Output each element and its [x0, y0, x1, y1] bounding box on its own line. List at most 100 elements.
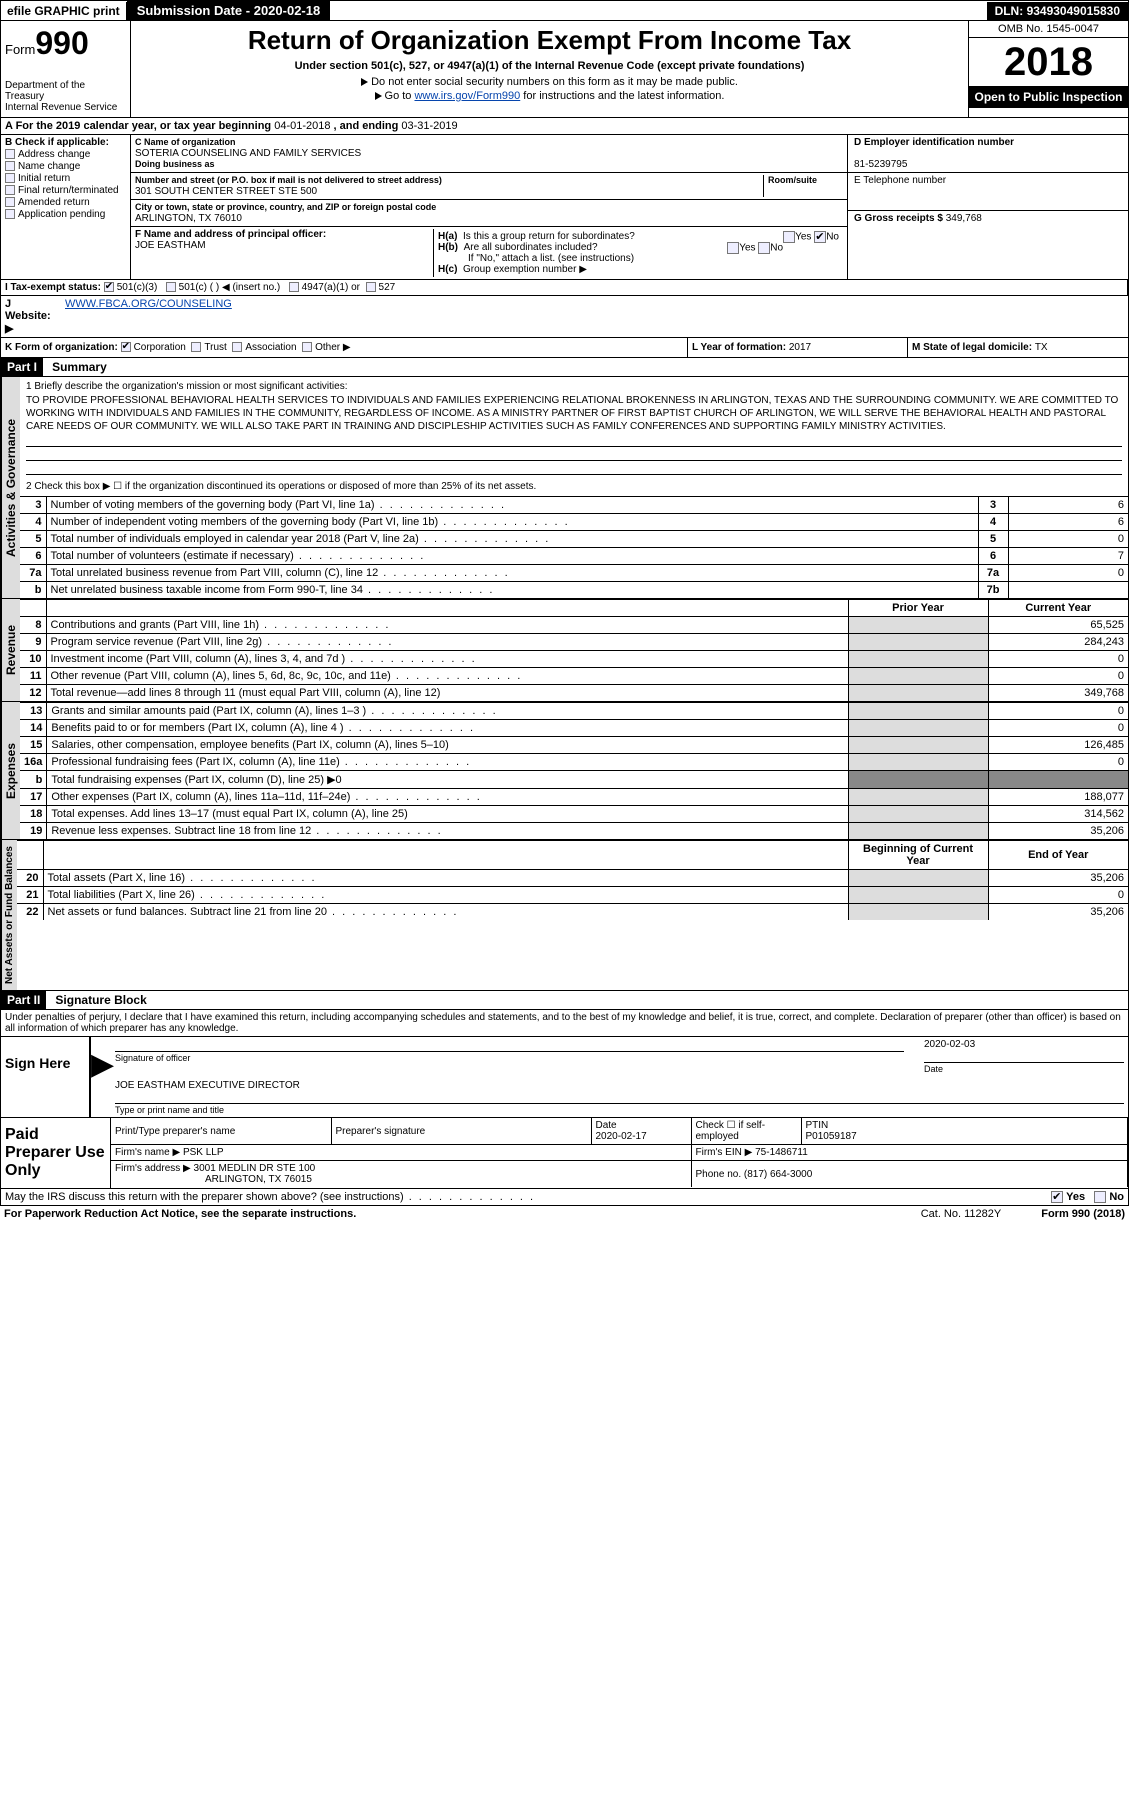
paid-preparer-block: Paid Preparer Use Only Print/Type prepar…	[0, 1118, 1129, 1189]
form-number: Form990	[5, 25, 126, 62]
part-i-title: Summary	[46, 358, 113, 376]
pra-notice: For Paperwork Reduction Act Notice, see …	[4, 1208, 356, 1220]
part-ii-badge: Part II	[1, 991, 46, 1009]
underline	[26, 449, 1122, 461]
submission-date: Submission Date - 2020-02-18	[127, 1, 331, 20]
city-state-zip: ARLINGTON, TX 76010	[135, 213, 242, 224]
section-expenses: Expenses 13Grants and similar amounts pa…	[0, 702, 1129, 840]
website-link[interactable]: WWW.FBCA.ORG/COUNSELING	[65, 298, 232, 310]
discuss-yes-checkbox[interactable]	[1051, 1191, 1063, 1203]
tab-expenses: Expenses	[1, 702, 20, 839]
chk-amended[interactable]: Amended return	[5, 197, 126, 208]
omb-number: OMB No. 1545-0047	[969, 21, 1128, 38]
governance-body: 1 Briefly describe the organization's mi…	[20, 377, 1128, 598]
form-header: Form990 Department of the Treasury Inter…	[0, 21, 1129, 118]
tab-governance: Activities & Governance	[1, 377, 20, 598]
chk-association[interactable]	[232, 342, 242, 352]
officer-cell: F Name and address of principal officer:…	[131, 227, 847, 279]
form-note1: Do not enter social security numbers on …	[139, 76, 960, 88]
form-footer: Form 990 (2018)	[1041, 1208, 1125, 1220]
chk-501c[interactable]	[166, 282, 176, 292]
firm-phone: (817) 664-3000	[744, 1169, 812, 1180]
sig-date: 2020-02-03	[924, 1039, 975, 1050]
discuss-yesno: Yes No	[1051, 1191, 1124, 1203]
paid-preparer-body: Print/Type preparer's name Preparer's si…	[111, 1118, 1128, 1188]
form-note2: Go to www.irs.gov/Form990 for instructio…	[139, 90, 960, 102]
table-row: 7aTotal unrelated business revenue from …	[20, 565, 1128, 582]
chk-other[interactable]	[302, 342, 312, 352]
chk-corporation[interactable]	[121, 342, 131, 352]
part-ii-title: Signature Block	[49, 991, 152, 1009]
table-row: 12Total revenue—add lines 8 through 11 (…	[20, 685, 1128, 702]
ptin: P01059187	[806, 1131, 857, 1142]
chk-501c3[interactable]	[104, 282, 114, 292]
arrow-icon	[361, 78, 368, 86]
website-label: J Website: ▶	[1, 296, 61, 337]
ein-cell: D Employer identification number 81-5239…	[848, 135, 1128, 173]
table-row: 22Net assets or fund balances. Subtract …	[17, 904, 1128, 921]
table-row: 15Salaries, other compensation, employee…	[20, 737, 1128, 754]
officer-sig-line: Signature of officer	[115, 1051, 904, 1063]
table-row: 9Program service revenue (Part VIII, lin…	[20, 634, 1128, 651]
table-row: 20Total assets (Part X, line 16)35,206	[17, 870, 1128, 887]
perjury-statement: Under penalties of perjury, I declare th…	[0, 1010, 1129, 1037]
firm-city: ARLINGTON, TX 76015	[115, 1174, 312, 1185]
part-ii-header: Part II Signature Block	[0, 991, 1129, 1010]
table-row: 13Grants and similar amounts paid (Part …	[20, 703, 1128, 720]
net-assets-table: Beginning of Current YearEnd of Year 20T…	[17, 840, 1128, 920]
top-bar: efile GRAPHIC print Submission Date - 20…	[0, 0, 1129, 21]
city-cell: City or town, state or province, country…	[131, 200, 847, 227]
table-row: bNet unrelated business taxable income f…	[20, 582, 1128, 599]
irs-link[interactable]: www.irs.gov/Form990	[414, 90, 520, 102]
checkbox-icon	[5, 197, 15, 207]
hb-yes-checkbox[interactable]	[727, 242, 739, 254]
row-klm: K Form of organization: Corporation Trus…	[0, 338, 1129, 358]
form-subtitle: Under section 501(c), 527, or 4947(a)(1)…	[139, 60, 960, 72]
signature-block: Sign Here ▶ Signature of officer 2020-02…	[0, 1037, 1129, 1118]
table-row: 21Total liabilities (Part X, line 26)0	[17, 887, 1128, 904]
sign-arrow-icon: ▶	[91, 1037, 111, 1117]
underline	[26, 463, 1122, 475]
checkbox-icon	[5, 149, 15, 159]
table-row: 3Number of voting members of the governi…	[20, 497, 1128, 514]
firm-ein: 75-1486711	[755, 1147, 808, 1158]
discuss-no-checkbox[interactable]	[1094, 1191, 1106, 1203]
section-revenue: Revenue Prior YearCurrent Year 8Contribu…	[0, 599, 1129, 702]
header-right: OMB No. 1545-0047 2018 Open to Public In…	[968, 21, 1128, 117]
principal-officer: JOE EASTHAM	[135, 240, 206, 251]
tab-revenue: Revenue	[1, 599, 20, 701]
discuss-row: May the IRS discuss this return with the…	[0, 1189, 1129, 1206]
q2-label: 2 Check this box ▶ ☐ if the organization…	[26, 481, 1122, 492]
department: Department of the Treasury Internal Reve…	[5, 80, 126, 113]
part-i-badge: Part I	[1, 358, 43, 376]
table-row: 4Number of independent voting members of…	[20, 514, 1128, 531]
table-row: 6Total number of volunteers (estimate if…	[20, 548, 1128, 565]
state-domicile: M State of legal domicile: TX	[908, 338, 1128, 357]
table-row: 5Total number of individuals employed in…	[20, 531, 1128, 548]
hb-no-checkbox[interactable]	[758, 242, 770, 254]
table-row: 10Investment income (Part VIII, column (…	[20, 651, 1128, 668]
table-row: 16aProfessional fundraising fees (Part I…	[20, 754, 1128, 771]
table-row: 19Revenue less expenses. Subtract line 1…	[20, 823, 1128, 840]
table-header: Prior YearCurrent Year	[20, 600, 1128, 617]
chk-name-change[interactable]: Name change	[5, 161, 126, 172]
street-address: 301 SOUTH CENTER STREET STE 500	[135, 186, 317, 197]
row-j-website: J Website: ▶ WWW.FBCA.ORG/COUNSELING	[0, 296, 1129, 338]
section-governance: Activities & Governance 1 Briefly descri…	[0, 377, 1129, 599]
chk-527[interactable]	[366, 282, 376, 292]
ha-no-checkbox[interactable]	[814, 231, 826, 243]
checkbox-icon	[5, 173, 15, 183]
open-to-public: Open to Public Inspection	[969, 86, 1128, 108]
sign-here-label: Sign Here	[1, 1037, 91, 1117]
chk-4947[interactable]	[289, 282, 299, 292]
chk-application-pending[interactable]: Application pending	[5, 209, 126, 220]
phone-cell: E Telephone number	[848, 173, 1128, 211]
ha-yes-checkbox[interactable]	[783, 231, 795, 243]
cat-number: Cat. No. 11282Y	[921, 1208, 1002, 1220]
table-row: 18Total expenses. Add lines 13–17 (must …	[20, 806, 1128, 823]
chk-final-return[interactable]: Final return/terminated	[5, 185, 126, 196]
paid-preparer-label: Paid Preparer Use Only	[1, 1118, 111, 1188]
chk-trust[interactable]	[191, 342, 201, 352]
chk-initial-return[interactable]: Initial return	[5, 173, 126, 184]
chk-address-change[interactable]: Address change	[5, 149, 126, 160]
